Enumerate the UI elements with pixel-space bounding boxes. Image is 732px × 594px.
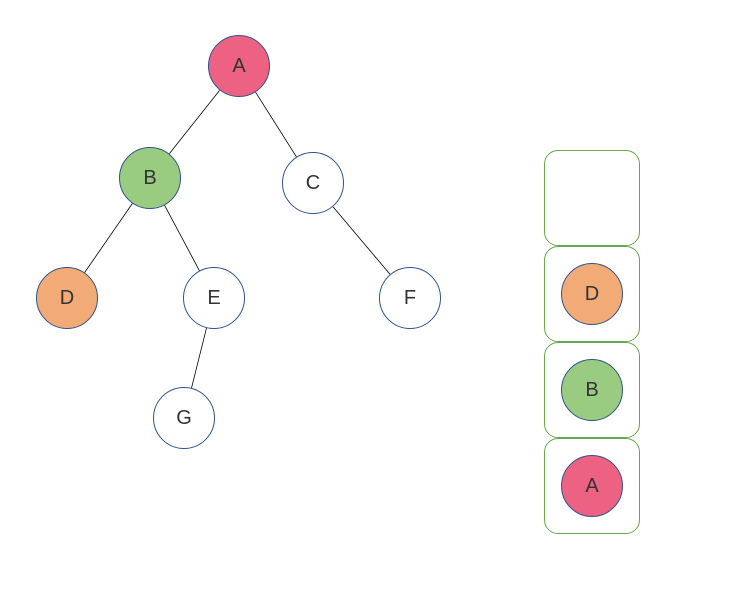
stack-node-a: A — [561, 455, 623, 517]
tree-node-c: C — [282, 152, 344, 214]
tree-node-d: D — [36, 267, 98, 329]
tree-node-label: D — [60, 287, 74, 310]
tree-edge — [256, 92, 297, 157]
stack-slot-3: A — [544, 438, 640, 534]
tree-node-label: C — [306, 172, 320, 195]
tree-diagram: A B C D E F G D B A — [0, 0, 732, 594]
stack-slot-1: D — [544, 246, 640, 342]
tree-edge — [165, 205, 200, 270]
tree-edge — [169, 90, 219, 153]
stack-node-b: B — [561, 359, 623, 421]
tree-node-label: G — [176, 407, 192, 430]
tree-node-label: B — [143, 167, 156, 190]
tree-node-e: E — [183, 267, 245, 329]
tree-node-label: E — [207, 287, 220, 310]
tree-node-g: G — [153, 387, 215, 449]
tree-node-label: F — [404, 287, 416, 310]
tree-node-label: A — [232, 55, 245, 78]
tree-node-b: B — [119, 147, 181, 209]
tree-edge — [192, 328, 207, 388]
stack-slot-2: B — [544, 342, 640, 438]
stack-node-label: D — [585, 283, 599, 306]
tree-edge — [333, 207, 390, 275]
stack-node-label: A — [585, 475, 598, 498]
stack-node-label: B — [585, 379, 598, 402]
stack-slot-0 — [544, 150, 640, 246]
stack-node-d: D — [561, 263, 623, 325]
tree-node-a: A — [208, 35, 270, 97]
tree-node-f: F — [379, 267, 441, 329]
tree-edge — [85, 203, 133, 272]
